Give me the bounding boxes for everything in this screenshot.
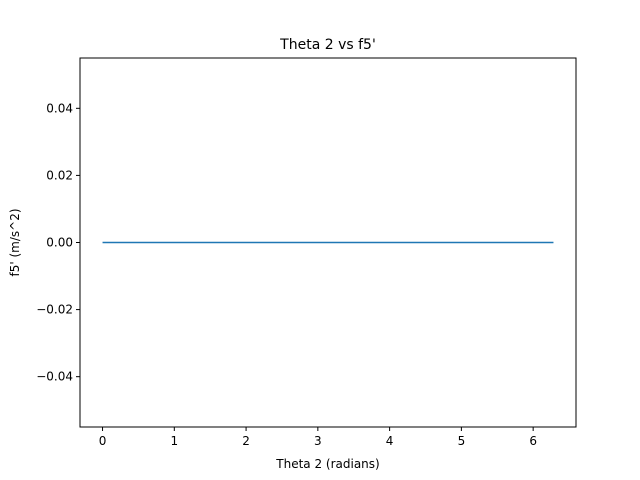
y-tick-label: −0.04 [36, 370, 73, 384]
plot-frame [79, 57, 577, 428]
y-tick-label: 0.02 [46, 168, 73, 182]
x-tick-label: 6 [529, 434, 537, 448]
y-axis: −0.04 −0.02 0.00 0.02 0.04 [36, 101, 80, 384]
x-axis-label: Theta 2 (radians) [275, 457, 379, 471]
y-tick-label: 0.04 [46, 101, 73, 115]
x-tick-label: 2 [242, 434, 250, 448]
chart-title: Theta 2 vs f5' [279, 37, 376, 53]
x-tick-label: 3 [314, 434, 322, 448]
x-tick-label: 4 [386, 434, 394, 448]
x-axis: 0 1 2 3 4 5 6 [99, 427, 537, 448]
y-tick-label: 0.00 [46, 236, 73, 250]
x-tick-label: 5 [458, 434, 466, 448]
x-tick-label: 0 [99, 434, 107, 448]
y-axis-label: f5' (m/s^2) [8, 208, 22, 276]
y-tick-label: −0.02 [36, 303, 73, 317]
x-tick-label: 1 [170, 434, 178, 448]
